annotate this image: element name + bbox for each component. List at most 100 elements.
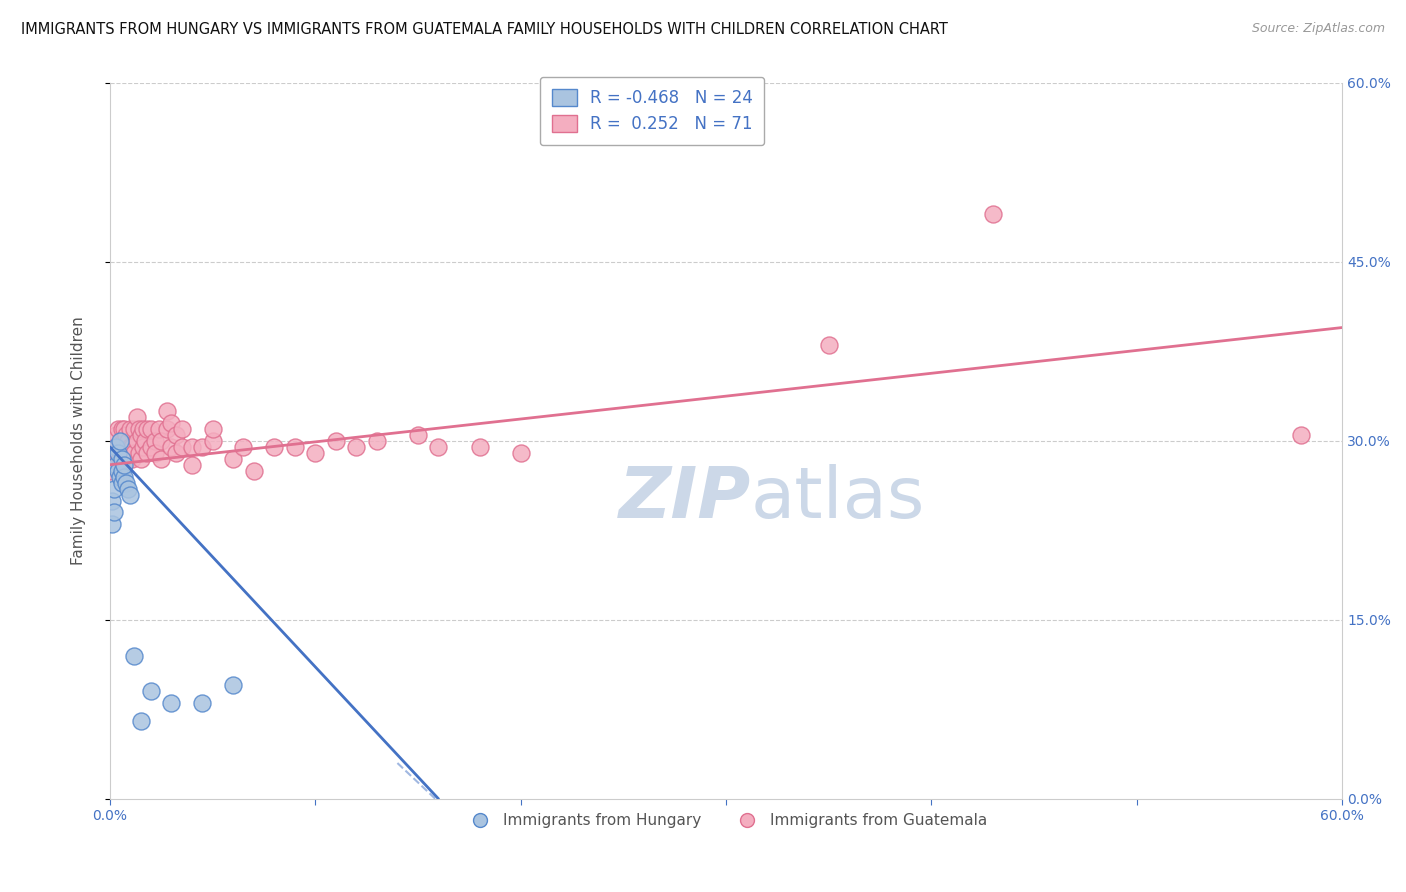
Point: [105, 440, 128, 454]
Point: [129, 714, 152, 729]
Point: [124, 446, 146, 460]
Point: [120, 440, 142, 454]
Point: [160, 440, 183, 454]
Point: [125, 434, 148, 448]
Point: [107, 464, 129, 478]
Point: [201, 434, 224, 448]
Y-axis label: Family Households with Children: Family Households with Children: [72, 317, 86, 566]
Point: [128, 446, 150, 460]
Point: [325, 434, 347, 448]
Point: [103, 482, 125, 496]
Point: [121, 440, 143, 454]
Point: [132, 422, 155, 436]
Point: [105, 428, 128, 442]
Point: [108, 469, 131, 483]
Point: [156, 422, 179, 436]
Point: [150, 434, 173, 448]
Point: [165, 428, 187, 442]
Point: [135, 446, 157, 460]
Point: [232, 440, 254, 454]
Text: ZIP: ZIP: [619, 464, 751, 533]
Point: [150, 451, 173, 466]
Point: [132, 440, 155, 454]
Point: [160, 697, 183, 711]
Point: [165, 446, 187, 460]
Point: [135, 422, 157, 436]
Text: IMMIGRANTS FROM HUNGARY VS IMMIGRANTS FROM GUATEMALA FAMILY HOUSEHOLDS WITH CHIL: IMMIGRANTS FROM HUNGARY VS IMMIGRANTS FR…: [21, 22, 948, 37]
Point: [181, 440, 204, 454]
Point: [366, 434, 388, 448]
Point: [112, 469, 135, 483]
Point: [115, 428, 138, 442]
Point: [112, 434, 135, 448]
Point: [181, 458, 204, 472]
Point: [111, 422, 134, 436]
Point: [125, 410, 148, 425]
Point: [108, 451, 131, 466]
Point: [160, 416, 183, 430]
Point: [108, 434, 131, 448]
Point: [124, 648, 146, 663]
Point: [121, 451, 143, 466]
Point: [111, 475, 134, 490]
Point: [112, 422, 135, 436]
Point: [284, 440, 307, 454]
Point: [111, 440, 134, 454]
Point: [817, 338, 839, 352]
Point: [101, 517, 124, 532]
Point: [120, 487, 142, 501]
Point: [111, 464, 134, 478]
Point: [107, 446, 129, 460]
Point: [103, 451, 125, 466]
Point: [222, 678, 245, 692]
Point: [117, 451, 139, 466]
Point: [263, 440, 285, 454]
Legend: Immigrants from Hungary, Immigrants from Guatemala: Immigrants from Hungary, Immigrants from…: [458, 807, 994, 834]
Point: [101, 493, 124, 508]
Point: [115, 446, 138, 460]
Point: [107, 422, 129, 436]
Point: [170, 440, 193, 454]
Point: [105, 458, 128, 472]
Point: [304, 446, 326, 460]
Point: [344, 440, 367, 454]
Point: [115, 475, 138, 490]
Point: [129, 428, 152, 442]
Text: Source: ZipAtlas.com: Source: ZipAtlas.com: [1251, 22, 1385, 36]
Point: [103, 440, 125, 454]
Point: [111, 451, 134, 466]
Point: [191, 697, 214, 711]
Point: [143, 434, 166, 448]
Point: [406, 428, 429, 442]
Point: [108, 440, 131, 454]
Point: [129, 451, 152, 466]
Point: [222, 451, 245, 466]
Point: [124, 422, 146, 436]
Point: [111, 458, 134, 472]
Point: [139, 440, 162, 454]
Text: atlas: atlas: [751, 464, 925, 533]
Point: [117, 482, 139, 496]
Point: [103, 506, 125, 520]
Point: [201, 422, 224, 436]
Point: [107, 446, 129, 460]
Point: [101, 464, 124, 478]
Point: [148, 422, 170, 436]
Point: [128, 422, 150, 436]
Point: [468, 440, 491, 454]
Point: [981, 207, 1004, 221]
Point: [139, 422, 162, 436]
Point: [134, 434, 156, 448]
Point: [156, 404, 179, 418]
Point: [112, 458, 135, 472]
Point: [120, 422, 142, 436]
Point: [1289, 428, 1312, 442]
Point: [105, 458, 128, 472]
Point: [143, 446, 166, 460]
Point: [191, 440, 214, 454]
Point: [427, 440, 450, 454]
Point: [139, 684, 162, 698]
Point: [170, 422, 193, 436]
Point: [242, 464, 264, 478]
Point: [509, 446, 531, 460]
